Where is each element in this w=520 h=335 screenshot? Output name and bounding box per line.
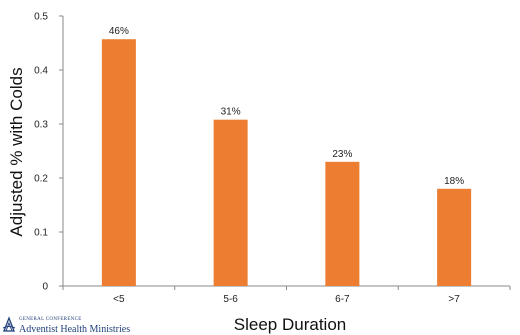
bar bbox=[213, 119, 248, 287]
logo-icon bbox=[2, 316, 16, 332]
y-tick-label: 0.1 bbox=[34, 228, 48, 239]
organization-logo: GENERAL CONFERENCE Adventist Health Mini… bbox=[2, 316, 162, 335]
bar-data-label: 18% bbox=[444, 176, 464, 187]
y-tick-label: 0.5 bbox=[34, 12, 48, 23]
y-axis: 0 0.1 0.2 0.3 0.4 0.5 bbox=[34, 12, 64, 293]
x-tick-label: <5 bbox=[113, 294, 125, 305]
bar bbox=[325, 161, 360, 286]
x-tick-label: >7 bbox=[448, 294, 460, 305]
logo-text-bottom: Adventist Health Ministries bbox=[19, 324, 131, 335]
y-tick-label: 0.4 bbox=[34, 66, 48, 77]
data-labels: 46% 31% 23% 18% bbox=[109, 26, 464, 187]
bar-data-label: 31% bbox=[221, 107, 241, 118]
bar-data-label: 23% bbox=[332, 149, 352, 160]
y-tick-label: 0.3 bbox=[34, 120, 48, 131]
x-axis: <5 5-6 6-7 >7 bbox=[62, 285, 511, 305]
y-tick-label: 0.2 bbox=[34, 174, 48, 185]
y-tick-label: 0 bbox=[42, 282, 48, 293]
bar bbox=[437, 188, 472, 286]
x-tick-label: 6-7 bbox=[335, 294, 350, 305]
bar-data-label: 46% bbox=[109, 26, 129, 37]
bars bbox=[101, 39, 472, 287]
x-axis-title: Sleep Duration bbox=[234, 315, 346, 334]
x-tick-label: 5-6 bbox=[223, 294, 238, 305]
bar bbox=[101, 39, 136, 286]
y-axis-title: Adjusted % with Colds bbox=[7, 67, 26, 236]
logo-text-top: GENERAL CONFERENCE bbox=[19, 317, 82, 322]
